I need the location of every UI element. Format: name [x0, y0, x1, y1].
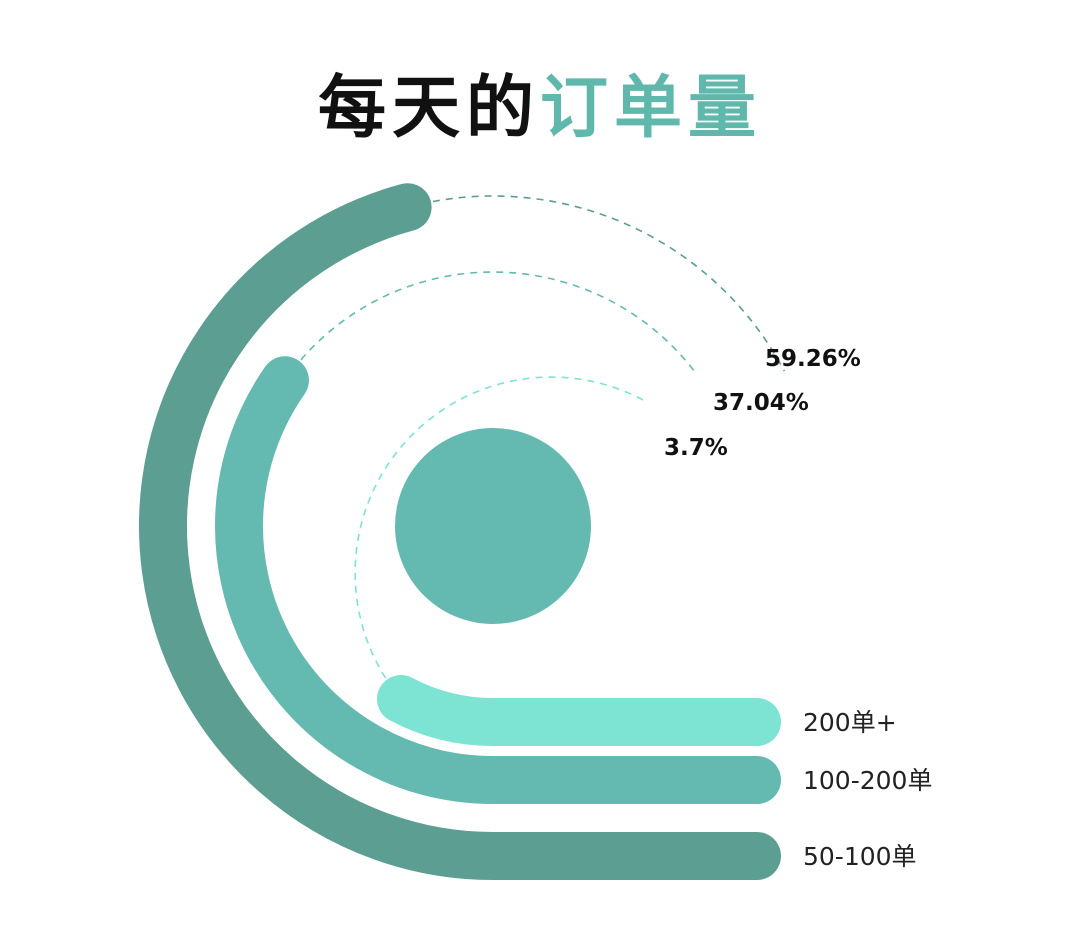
guide-arc-1 — [284, 271, 697, 381]
series-bar-2 — [376, 675, 781, 746]
value-label-0: 59.26% — [765, 346, 861, 372]
value-label-2: 3.7% — [664, 435, 728, 461]
value-label-1: 37.04% — [713, 390, 809, 416]
guide-arc-0 — [407, 195, 786, 372]
series-bar-0 — [139, 183, 781, 880]
center-dot — [395, 428, 591, 624]
series-bar-1 — [215, 356, 781, 804]
guide-arc-2 — [354, 376, 644, 700]
legend-label-1: 100-200单 — [803, 766, 932, 795]
chart-title: 每天的订单量 — [0, 52, 1080, 151]
chart-title-part2: 订单量 — [540, 69, 763, 148]
legend-label-2: 200单+ — [803, 708, 897, 737]
chart-title-part1: 每天的 — [317, 69, 540, 148]
legend-label-0: 50-100单 — [803, 842, 917, 871]
